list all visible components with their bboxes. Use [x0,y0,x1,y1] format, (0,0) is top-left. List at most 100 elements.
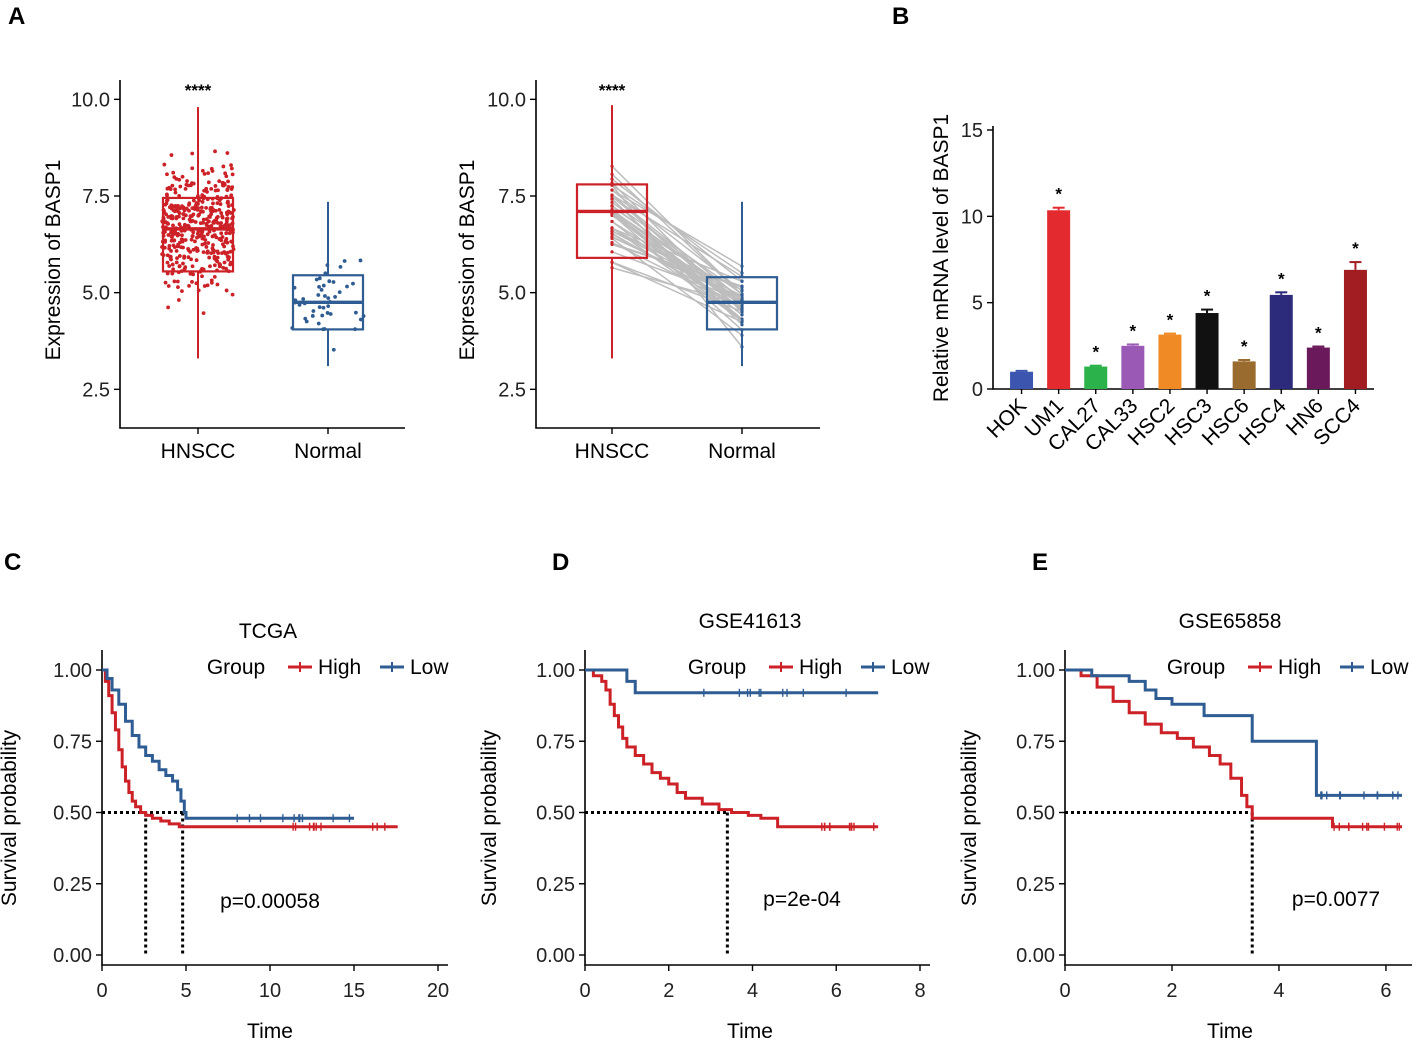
data-point [212,233,217,238]
data-point [226,185,231,189]
data-point [224,210,229,215]
panel-label-b: B [892,3,909,30]
bar-chart-b: Relative mRNA level of BASP1 051015HOK*U… [930,114,1374,456]
data-point [207,214,212,219]
data-point [208,264,212,269]
data-point [219,238,224,243]
x-tick-label: 2 [1166,980,1177,1002]
data-point [338,264,343,269]
data-point [206,219,211,224]
data-point [170,262,175,267]
data-point [740,293,744,297]
data-point [183,238,188,242]
data-point [217,179,222,184]
y-tick-label: 0.25 [53,874,92,896]
data-point [166,214,171,219]
data-point [316,293,321,297]
data-point [180,174,185,179]
x-axis-label: Time [727,1020,773,1041]
bar-hok [1010,371,1034,389]
x-tick-label: 6 [1380,980,1391,1002]
x-tick-label: 8 [914,980,925,1002]
data-point [199,209,203,214]
bar-hsc4 [1269,294,1293,389]
y-tick-label: 2.5 [82,379,110,401]
data-point [358,258,363,263]
bar-hsc2 [1158,334,1182,389]
box-hnscc [161,107,235,359]
data-point [170,231,175,235]
data-point [191,181,196,186]
data-point [226,179,230,184]
y-tick-label: 10.0 [71,89,110,111]
data-point [188,271,193,276]
data-point [164,198,169,203]
data-point [740,284,744,288]
data-point [174,206,179,210]
y-tick-label: 0.75 [1016,731,1055,753]
data-point [170,214,175,219]
significance-star: * [1315,324,1322,343]
data-point [169,203,174,208]
legend-label-high: High [318,656,361,679]
box-normal [291,201,365,367]
data-point [610,204,614,208]
data-point [201,311,206,316]
data-point [215,249,220,254]
data-point [230,172,235,177]
axis-frame [101,650,448,966]
paired-line [611,233,743,309]
p-value: p=0.0077 [1292,888,1380,911]
data-point [185,179,189,183]
data-point [219,231,224,236]
boxplot-a-paired: **** Expression of BASP1 HNSCC Normal 2.… [456,80,820,463]
y-tick-label: 1.00 [536,660,575,682]
data-point [177,264,182,268]
axis-frame [584,650,930,966]
data-point [222,181,227,186]
bar-hsc3 [1195,313,1219,389]
data-point [317,276,322,281]
data-point [172,238,176,243]
data-point [353,310,358,315]
data-point [317,284,321,289]
data-point [610,229,614,233]
y-tick-label: 5 [972,293,983,315]
survival-curve-low [102,668,354,820]
y-axis-label: Expression of BASP1 [42,160,65,361]
data-point [166,233,171,237]
data-point [202,284,207,288]
data-point [224,231,229,236]
y-tick-label: 2.5 [498,379,526,401]
censor-marks-low [703,688,847,697]
data-point [191,198,196,203]
data-point [610,197,614,201]
significance-star: * [1204,287,1211,306]
data-point [740,309,744,313]
censor-marks-low [236,814,351,823]
data-point [205,189,209,194]
data-point [172,209,177,214]
data-point [179,237,184,242]
y-tick-label: 0.75 [53,731,92,753]
y-tick-label: 1.00 [1016,660,1055,682]
data-point [209,251,214,256]
data-point [304,319,309,324]
survival-curve-low [585,668,879,695]
data-point [326,296,331,301]
data-point [610,226,614,230]
data-point [227,255,231,260]
data-point [221,265,226,270]
data-point [610,193,614,197]
paired-line [611,194,743,278]
data-point [203,241,207,246]
data-point [215,259,220,264]
data-point [198,221,203,226]
censor-marks-low [1320,791,1399,800]
data-point [206,241,211,245]
data-point [320,313,325,318]
data-point [167,243,172,248]
bar-cal33 [1121,345,1145,389]
y-axis-label: Survival probability [958,729,981,906]
